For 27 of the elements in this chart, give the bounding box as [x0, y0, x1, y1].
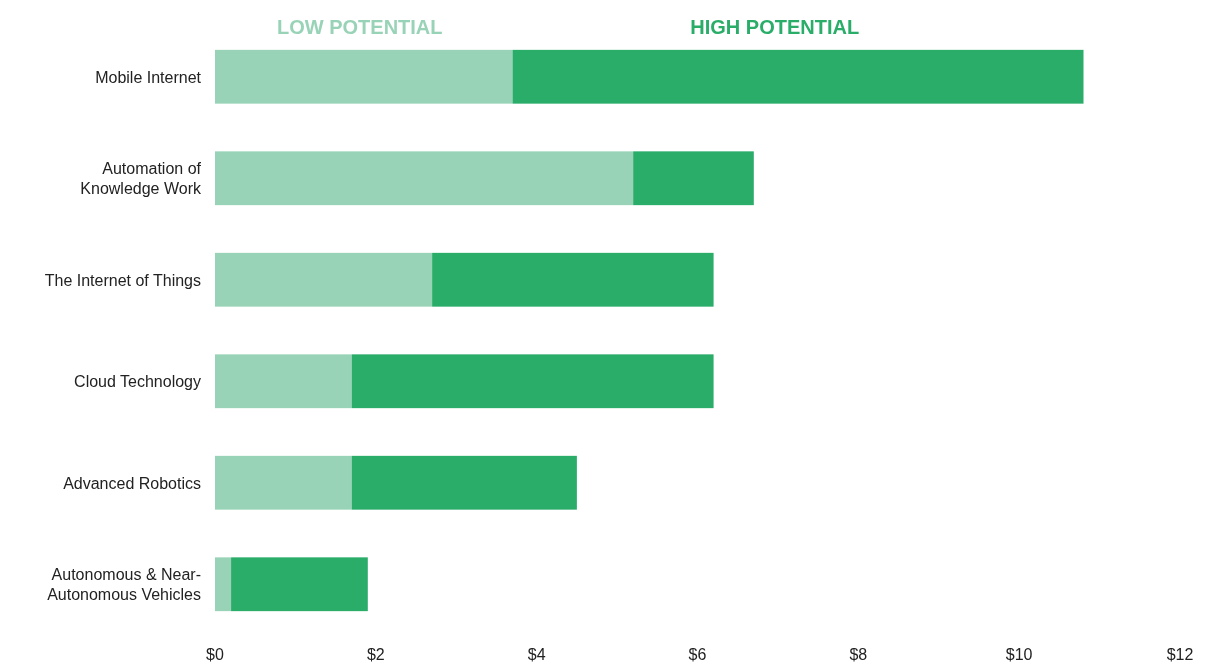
y-tick-label: Advanced Robotics — [63, 474, 201, 492]
bar — [512, 49, 1084, 104]
x-tick-label: $6 — [688, 646, 707, 663]
bar — [351, 455, 577, 510]
bar — [432, 252, 714, 307]
y-tick-label: Cloud Technology — [74, 373, 201, 391]
bar — [215, 252, 433, 307]
bar — [215, 354, 352, 409]
x-tick-label: $0 — [206, 646, 224, 663]
bar — [215, 151, 634, 206]
x-tick-label: $10 — [1005, 646, 1033, 663]
y-tick-label: Mobile Internet — [95, 68, 202, 86]
series-label: HIGH POTENTIAL — [690, 16, 860, 38]
bar — [215, 49, 513, 104]
bar — [215, 455, 352, 510]
y-tick-label: The Internet of Things — [44, 271, 201, 289]
x-tick-label: $2 — [366, 646, 385, 663]
y-tick-label: Automation of Knowledge Work — [80, 160, 202, 198]
bar — [351, 354, 714, 409]
y-tick-label: Autonomous & Near-Autonomous Vehicles — [47, 566, 201, 604]
x-tick-label: $8 — [849, 646, 868, 663]
bar — [633, 151, 754, 206]
bar — [231, 557, 368, 612]
series-label: LOW POTENTIAL — [276, 16, 443, 38]
bar — [215, 557, 232, 612]
x-tick-label: $12 — [1166, 646, 1194, 663]
x-tick-label: $4 — [527, 646, 546, 663]
